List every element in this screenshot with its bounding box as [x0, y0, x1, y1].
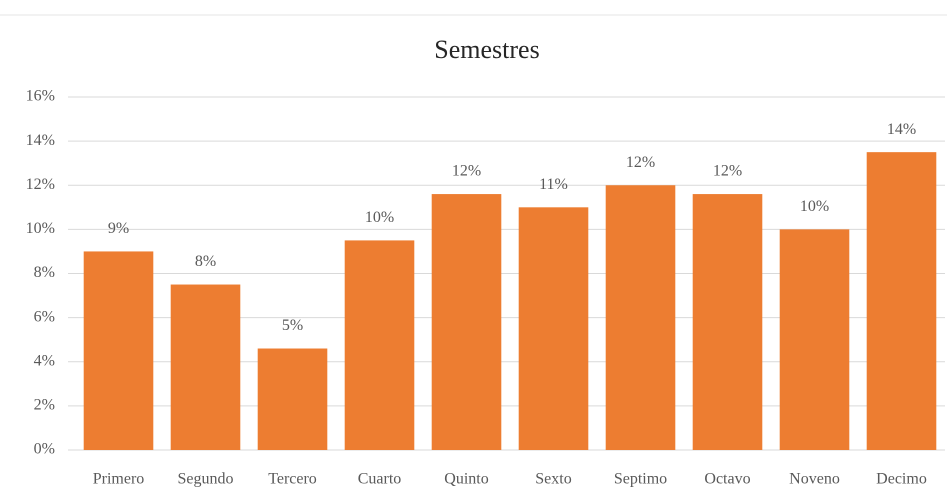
bar — [431, 194, 502, 450]
bar — [257, 348, 328, 450]
bar — [344, 240, 415, 450]
x-tick-label: Primero — [93, 471, 145, 488]
x-tick-label: Septimo — [614, 471, 667, 488]
bar — [170, 284, 241, 450]
data-label: 10% — [365, 209, 394, 226]
x-tick-label: Tercero — [268, 471, 317, 488]
data-label: 8% — [195, 253, 216, 270]
y-tick-label: 12% — [26, 176, 55, 193]
chart-title: Semestres — [434, 35, 539, 64]
y-tick-label: 8% — [34, 264, 55, 281]
data-label: 5% — [282, 317, 303, 334]
bar — [692, 194, 763, 450]
x-tick-label: Segundo — [178, 471, 234, 488]
bar — [605, 185, 676, 450]
x-tick-label: Octavo — [704, 471, 750, 488]
bar — [779, 229, 850, 450]
data-label: 12% — [713, 163, 742, 180]
bar — [866, 152, 937, 450]
y-tick-label: 0% — [34, 441, 55, 458]
data-label: 10% — [800, 198, 829, 215]
data-label: 9% — [108, 220, 129, 237]
x-tick-label: Noveno — [789, 471, 840, 488]
y-tick-label: 16% — [26, 88, 55, 105]
data-label: 14% — [887, 121, 916, 138]
x-tick-label: Quinto — [444, 471, 488, 488]
bar — [518, 207, 589, 450]
x-tick-label: Sexto — [535, 471, 571, 488]
data-label: 12% — [626, 154, 655, 171]
y-tick-label: 10% — [26, 220, 55, 237]
x-tick-label: Decimo — [876, 471, 927, 488]
data-label: 12% — [452, 163, 481, 180]
y-tick-label: 4% — [34, 352, 55, 369]
y-tick-label: 2% — [34, 397, 55, 414]
bar — [83, 251, 154, 450]
y-tick-label: 6% — [34, 308, 55, 325]
data-label: 11% — [539, 176, 568, 193]
x-tick-label: Cuarto — [358, 471, 402, 488]
y-tick-label: 14% — [26, 132, 55, 149]
